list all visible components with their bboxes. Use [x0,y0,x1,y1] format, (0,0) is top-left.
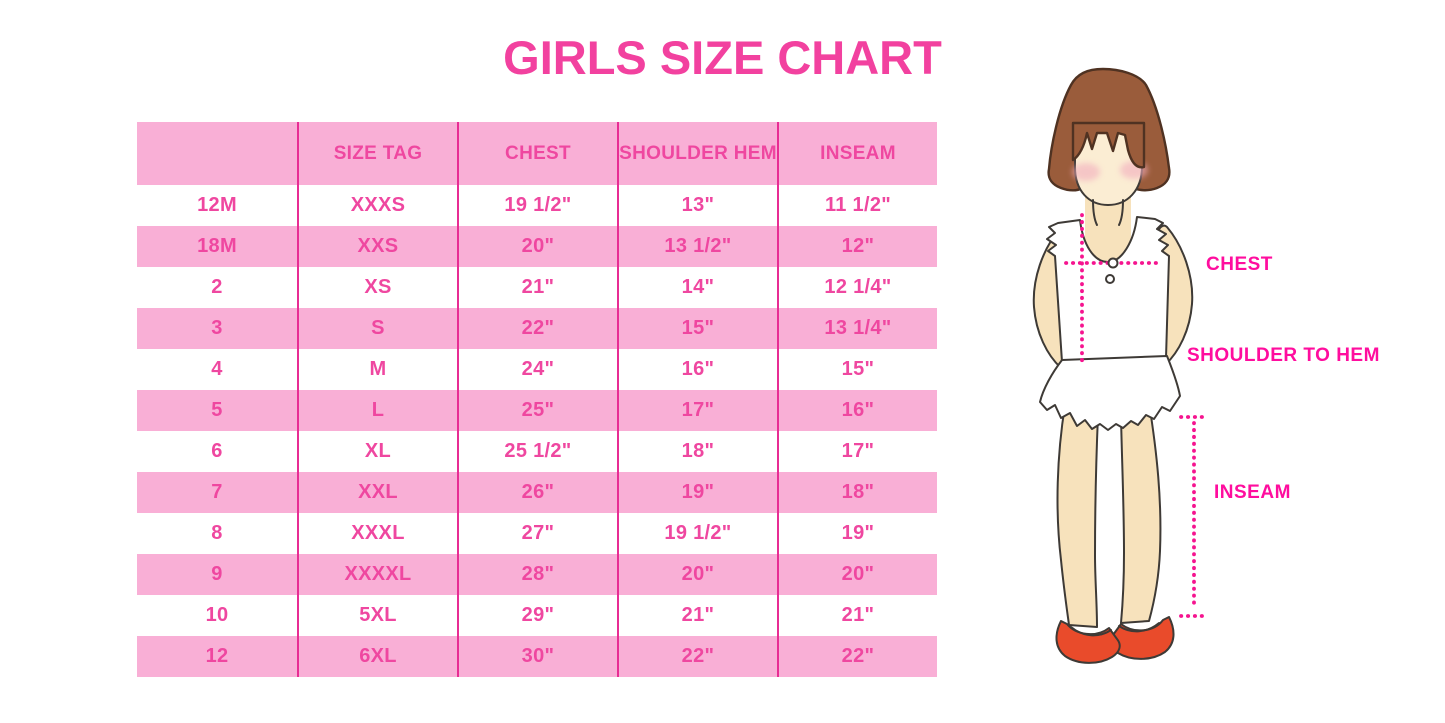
table-cell: 19" [777,513,937,554]
table-cell: 14" [617,267,777,308]
table-cell: 13 1/4" [777,308,937,349]
table-cell: 12 [205,645,229,667]
table-cell: XXXS [297,185,457,226]
table-cell: XXL [297,472,457,513]
top-button-1 [1107,257,1119,269]
table-cell: 19 1/2" [617,513,777,554]
girl-bangs [1071,121,1146,169]
table-cell: 16" [617,349,777,390]
table-cell: 22" [777,636,937,677]
table-cell: 13" [617,185,777,226]
table-row: 2 XS 21" 14" 12 1/4" [137,267,937,308]
table-cell: 5 [211,399,223,421]
table-cell: 8 [211,522,223,544]
girl-illustration [1032,67,1209,664]
table-cell: 7 [211,481,223,503]
table-cell: 27" [457,513,617,554]
table-cell: 10 [205,604,229,626]
table-cell: 29" [457,595,617,636]
table-cell: 2 [211,276,223,298]
table-cell: 12M [197,194,237,216]
table-cell: 20" [617,554,777,595]
column-header: INSEAM [777,122,937,185]
table-cell: 22" [617,636,777,677]
neck-line-right [1118,199,1124,226]
inseam-label: INSEAM [1214,482,1291,503]
table-header-row: SIZE TAG CHEST SHOULDER HEM INSEAM [137,122,937,185]
table-cell: 17" [777,431,937,472]
column-header: SHOULDER HEM [617,122,777,185]
blush-left [1072,163,1100,181]
table-cell: 16" [777,390,937,431]
table-cell: 24" [457,349,617,390]
table-cell: 12" [777,226,937,267]
table-row: 12 6XL 30" 22" 22" [137,636,937,677]
table-row: 7 XXL 26" 19" 18" [137,472,937,513]
table-cell: 22" [457,308,617,349]
table-cell: XS [297,267,457,308]
table-cell: 25 1/2" [457,431,617,472]
table-row: 5 L 25" 17" 16" [137,390,937,431]
table-cell: 18M [197,235,237,257]
table-row: 9 XXXXL 28" 20" 20" [137,554,937,595]
top-button-2 [1105,274,1115,284]
table-cell: 25" [457,390,617,431]
table-cell: 19" [617,472,777,513]
inseam-dotted-line [1179,415,1209,618]
table-cell: 9 [211,563,223,585]
size-chart-table: SIZE TAG CHEST SHOULDER HEM INSEAM 12M XXXS 19… [137,122,937,677]
table-cell: 30" [457,636,617,677]
girl-shoes [1055,616,1175,664]
table-row: 3 S 22" 15" 13 1/4" [137,308,937,349]
table-row: 4 M 24" 16" 15" [137,349,937,390]
column-header [137,122,297,185]
column-header: CHEST [457,122,617,185]
table-cell: XL [297,431,457,472]
table-cell: XXXXL [297,554,457,595]
table-cell: 19 1/2" [457,185,617,226]
table-row: 8 XXXL 27" 19 1/2" 19" [137,513,937,554]
table-cell: 6XL [297,636,457,677]
chest-label: CHEST [1206,254,1273,275]
table-row: 12M XXXS 19 1/2" 13" 11 1/2" [137,185,937,226]
table-cell: 26" [457,472,617,513]
table-cell: 12 1/4" [777,267,937,308]
girl-legs [1056,402,1162,628]
table-cell: 21" [617,595,777,636]
table-cell: 21" [457,267,617,308]
girl-skirt [1039,355,1181,431]
table-cell: 3 [211,317,223,339]
table-row: 10 5XL 29" 21" 21" [137,595,937,636]
table-cell: 18" [617,431,777,472]
table-cell: 21" [777,595,937,636]
shoulder-to-hem-label: SHOULDER TO HEM [1187,345,1380,366]
table-row: 6 XL 25 1/2" 18" 17" [137,431,937,472]
table-row: 18M XXS 20" 13 1/2" 12" [137,226,937,267]
table-cell: M [297,349,457,390]
girl-head [1047,67,1171,226]
table-cell: 6 [211,440,223,462]
table-cell: 28" [457,554,617,595]
table-cell: 15" [617,308,777,349]
table-cell: 15" [777,349,937,390]
girl-top [1046,216,1170,363]
table-cell: XXXL [297,513,457,554]
neck-line-left [1092,199,1098,226]
table-cell: XXS [297,226,457,267]
table-cell: 20" [457,226,617,267]
table-cell: L [297,390,457,431]
table-cell: 13 1/2" [617,226,777,267]
table-cell: 18" [777,472,937,513]
table-cell: 11 1/2" [777,185,937,226]
table-cell: S [297,308,457,349]
measurement-diagram: CHEST SHOULDER TO HEM INSEAM [985,55,1445,675]
page-title: GIRLS SIZE CHART [503,31,942,84]
table-cell: 20" [777,554,937,595]
column-header: SIZE TAG [297,122,457,185]
table-cell: 17" [617,390,777,431]
table-cell: 4 [211,358,223,380]
table-cell: 5XL [297,595,457,636]
